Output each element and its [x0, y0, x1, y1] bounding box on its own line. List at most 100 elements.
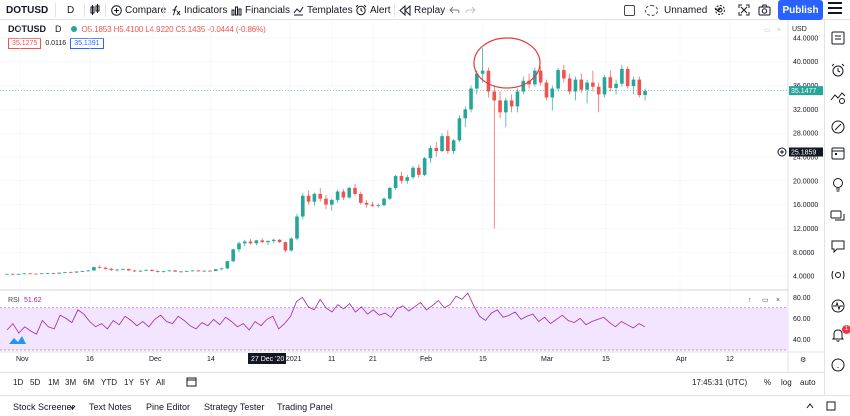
settings-button[interactable] — [714, 2, 726, 18]
price-tick-label: 32.0000 — [793, 107, 818, 114]
symbol-search[interactable]: DOTUSD — [6, 2, 48, 18]
indicators-button[interactable]: Indicators — [170, 2, 227, 18]
candle-body — [295, 216, 299, 239]
grid — [0, 20, 788, 352]
time-tick-label: Nov — [16, 356, 29, 363]
candle-body — [179, 271, 183, 273]
layout-name-button[interactable]: Unnamed — [645, 2, 722, 18]
time-tick-label: 11 — [328, 356, 335, 363]
candle-body — [150, 269, 154, 272]
candle-body — [637, 79, 642, 96]
candle-body — [22, 273, 27, 275]
data-window-icon[interactable] — [830, 90, 846, 106]
chat-bubble-icon[interactable] — [830, 238, 846, 254]
candle-body — [92, 267, 96, 271]
percent-toggle[interactable]: % — [764, 378, 772, 387]
range-ytd[interactable]: YTD — [101, 378, 117, 387]
pulse-icon[interactable] — [830, 298, 846, 314]
close-icon[interactable]: × — [776, 297, 780, 304]
time-tick-label: Mar — [541, 356, 554, 363]
redo-button[interactable] — [465, 2, 476, 18]
spread-value: 0.0116 — [45, 40, 67, 47]
streams-icon[interactable] — [830, 267, 846, 283]
templates-button[interactable]: Templates — [293, 2, 353, 18]
watchlist-icon[interactable] — [830, 30, 846, 46]
candle-body — [109, 268, 114, 271]
plus-circle-icon[interactable] — [777, 147, 787, 157]
chevron-down-icon[interactable] — [69, 405, 76, 410]
candle-body — [440, 136, 444, 152]
alert-button[interactable]: Alert — [355, 2, 391, 18]
replay-button[interactable]: Replay — [399, 2, 445, 18]
last-price-box — [789, 86, 823, 96]
financials-button[interactable]: Financials — [231, 2, 290, 18]
chart-style-button[interactable] — [89, 2, 101, 18]
tab-stock-screener[interactable]: Stock Screener — [13, 402, 75, 412]
tab-text-notes[interactable]: Text Notes — [89, 402, 132, 412]
range-1d[interactable]: 1D — [13, 378, 24, 387]
bell-icon[interactable] — [830, 327, 846, 343]
rsi-title: RSI — [8, 297, 20, 304]
fullscreen-toggle[interactable] — [624, 2, 635, 18]
indicators-label: Indicators — [184, 4, 228, 16]
close-icon[interactable]: × — [777, 27, 781, 34]
candle-body — [289, 238, 293, 251]
candle-body — [538, 70, 543, 83]
tab-pine-editor[interactable]: Pine Editor — [146, 402, 191, 412]
quick-trade-box: 35.1275 0.0116 35.1391 — [8, 38, 104, 49]
range-1y[interactable]: 1Y — [124, 378, 134, 387]
time-tick-label: 16 — [86, 356, 94, 363]
menu-button[interactable] — [828, 2, 846, 16]
time-tick-label: 15 — [602, 356, 610, 363]
bar-chart-icon — [231, 6, 242, 15]
candle-body — [271, 239, 276, 241]
candle-body — [121, 268, 125, 270]
go-to-date-icon[interactable] — [186, 376, 197, 389]
tab-trading-panel[interactable]: Trading Panel — [277, 402, 333, 412]
rsi-tick-label: 80.00 — [793, 295, 811, 302]
candle-body — [74, 271, 79, 273]
interval-button[interactable]: D — [67, 2, 74, 18]
price-chart[interactable]: USD 44.000040.000036.000032.000028.00002… — [0, 20, 824, 372]
tab-strategy-tester[interactable]: Strategy Tester — [204, 402, 265, 412]
annotation-circle[interactable] — [473, 37, 541, 89]
legend-symbol[interactable]: DOTUSD — [8, 24, 46, 34]
compare-button[interactable]: Compare — [111, 2, 166, 18]
time-axis[interactable]: Nov 16 Dec 14 2021 11 21 Feb 15 Mar 15 Apr 12 — [16, 356, 734, 363]
maximize-icon[interactable]: ▭ — [764, 27, 771, 34]
snapshot-button[interactable] — [758, 2, 771, 18]
undo-button[interactable] — [449, 2, 460, 18]
fullscreen-button[interactable] — [738, 2, 750, 18]
range-5d[interactable]: 5D — [30, 378, 41, 387]
help-icon[interactable] — [830, 357, 846, 373]
arrow-up-icon[interactable]: ↑ — [748, 297, 752, 304]
range-3m[interactable]: 3M — [65, 378, 77, 387]
chat-icon[interactable] — [830, 208, 846, 224]
sell-price-button[interactable]: 35.1275 — [8, 38, 42, 49]
rsi-ticks: 80.00 60.00 40.00 — [793, 295, 811, 344]
rsi-pane: RSI 51.62 80.00 60.00 40.00 ↑ ▭ × ▭ × — [0, 27, 811, 351]
log-toggle[interactable]: log — [781, 378, 792, 387]
candle-body — [359, 193, 363, 203]
price-tick-label: 16.0000 — [793, 202, 818, 209]
alarm-clock-icon[interactable] — [830, 62, 846, 78]
candle-body — [341, 191, 346, 198]
hotlist-icon[interactable] — [830, 119, 846, 135]
clock-label[interactable]: 17:45:31 (UTC) — [692, 378, 748, 387]
time-tick-label: 21 — [369, 356, 377, 363]
range-5y[interactable]: 5Y — [140, 378, 150, 387]
buy-price-button[interactable]: 35.1391 — [70, 38, 104, 49]
range-all[interactable]: All — [156, 378, 165, 387]
hamburger-icon — [828, 2, 842, 4]
auto-toggle[interactable]: auto — [800, 378, 816, 387]
maximize-icon[interactable]: ▭ — [762, 297, 769, 304]
square-icon — [624, 4, 635, 16]
ideas-icon[interactable] — [830, 177, 846, 193]
range-6m[interactable]: 6M — [83, 378, 95, 387]
maximize-panel-icon[interactable] — [826, 401, 836, 411]
calendar-icon[interactable] — [830, 145, 846, 161]
range-1m[interactable]: 1M — [48, 378, 60, 387]
chevron-up-icon[interactable] — [806, 403, 814, 409]
gear-icon[interactable]: ⚙ — [800, 356, 806, 364]
publish-button[interactable]: Publish — [778, 0, 823, 20]
